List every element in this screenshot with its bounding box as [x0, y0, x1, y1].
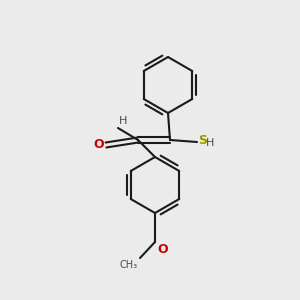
Text: S: S — [198, 134, 207, 148]
Text: O: O — [93, 139, 104, 152]
Text: H: H — [206, 138, 214, 148]
Text: O: O — [157, 243, 168, 256]
Text: H: H — [119, 116, 128, 126]
Text: CH₃: CH₃ — [120, 260, 138, 270]
